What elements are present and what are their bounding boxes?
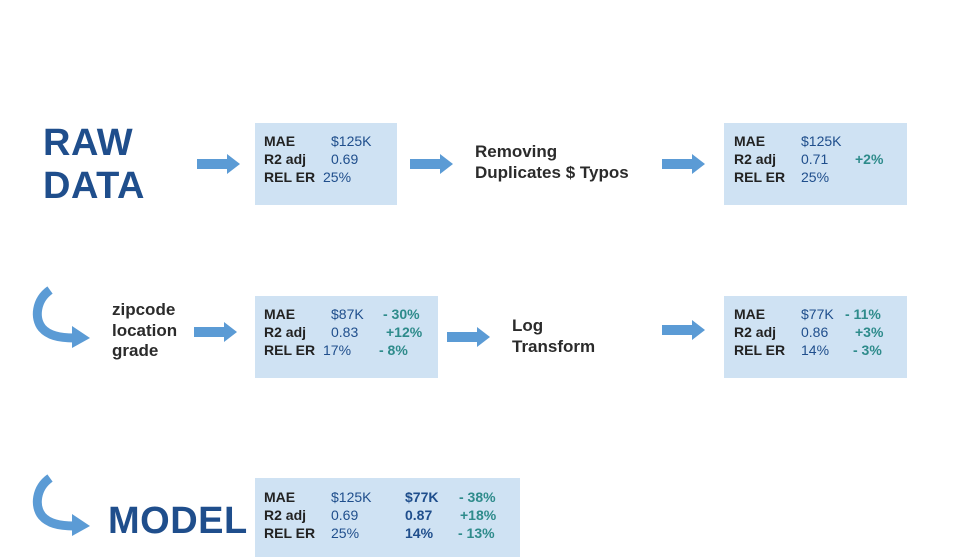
metric-label: R2 adj — [264, 507, 307, 523]
metric-final-value: 0.87 — [405, 507, 433, 523]
metric-value: 25% — [323, 169, 352, 185]
raw-data-title-line1: RAW — [43, 122, 134, 164]
metric-final-value: $77K — [405, 489, 439, 505]
step-label-line: Duplicates $ Typos — [475, 162, 629, 182]
right-arrow-icon — [662, 154, 705, 174]
metric-delta: - 13% — [458, 525, 495, 541]
metric-value: 0.69 — [331, 507, 359, 523]
metric-label: R2 adj — [264, 324, 307, 340]
right-arrow-icon — [197, 154, 240, 174]
curved-down-right-arrow-icon — [32, 474, 90, 536]
right-arrow-icon — [662, 320, 705, 340]
metrics-box-log: MAE $77K - 11% R2 adj 0.86 +3% REL ER 14… — [724, 296, 907, 378]
step-label-line: Removing — [475, 142, 558, 161]
step-label-zipcode: zipcode location grade — [112, 300, 177, 362]
metric-delta: +3% — [855, 324, 884, 340]
metric-delta: +2% — [855, 151, 884, 167]
metrics-box-dedupe: MAE $125K R2 adj 0.71 +2% REL ER 25% — [724, 123, 907, 205]
metric-value: 17% — [323, 342, 352, 358]
step-label-log: Log Transform — [512, 316, 595, 357]
step-label-line: location — [112, 320, 178, 340]
metric-label: R2 adj — [734, 324, 777, 340]
metric-label: REL ER — [734, 169, 786, 185]
right-arrow-icon — [410, 154, 453, 174]
right-arrow-icon — [447, 327, 490, 347]
metric-delta: - 3% — [853, 342, 882, 358]
metric-label: MAE — [264, 489, 296, 505]
step-label-dedupe: Removing Duplicates $ Typos — [475, 142, 629, 183]
metric-value: 0.69 — [331, 151, 359, 167]
metric-delta: - 30% — [383, 306, 420, 322]
metric-value: $125K — [331, 133, 372, 149]
metric-label: MAE — [264, 133, 296, 149]
metrics-box-zipcode: MAE $87K - 30% R2 adj 0.83 +12% REL ER 1… — [255, 296, 438, 378]
metric-value: 0.86 — [801, 324, 829, 340]
metric-label: REL ER — [264, 525, 316, 541]
metric-delta: - 11% — [845, 306, 881, 322]
raw-data-title-line2: DATA — [43, 164, 145, 207]
metric-label: REL ER — [264, 169, 316, 185]
step-label-line: zipcode — [112, 300, 176, 319]
metric-value: 25% — [801, 169, 830, 185]
metric-value: 14% — [801, 342, 830, 358]
metric-delta: - 8% — [379, 342, 408, 358]
metric-label: R2 adj — [734, 151, 777, 167]
metric-value: $125K — [331, 489, 372, 505]
metric-delta: +12% — [386, 324, 423, 340]
metric-value: 0.83 — [331, 324, 359, 340]
step-label-line: Log — [512, 316, 544, 335]
metric-value: 25% — [331, 525, 360, 541]
metric-value: $77K — [801, 306, 834, 322]
step-label-line: grade — [112, 341, 159, 361]
metric-value: $125K — [801, 133, 842, 149]
metric-label: R2 adj — [264, 151, 307, 167]
metric-final-value: 14% — [405, 525, 434, 541]
metric-label: MAE — [734, 133, 766, 149]
step-label-line: Transform — [512, 336, 596, 356]
model-title: MODEL — [108, 500, 248, 542]
metric-label: REL ER — [734, 342, 786, 358]
metric-value: $87K — [331, 306, 364, 322]
metrics-box-model: MAE $125K $77K - 38% R2 adj 0.69 0.87 +1… — [255, 478, 520, 557]
right-arrow-icon — [194, 322, 237, 342]
metric-value: 0.71 — [801, 151, 829, 167]
metric-label: MAE — [734, 306, 766, 322]
raw-data-title: RAW DATA — [43, 122, 145, 208]
metrics-box-raw: MAE $125K R2 adj 0.69 REL ER 25% — [255, 123, 397, 205]
metric-label: REL ER — [264, 342, 316, 358]
metric-delta: - 38% — [459, 489, 496, 505]
metric-label: MAE — [264, 306, 296, 322]
curved-down-right-arrow-icon — [32, 286, 90, 348]
metric-delta: +18% — [460, 507, 497, 523]
